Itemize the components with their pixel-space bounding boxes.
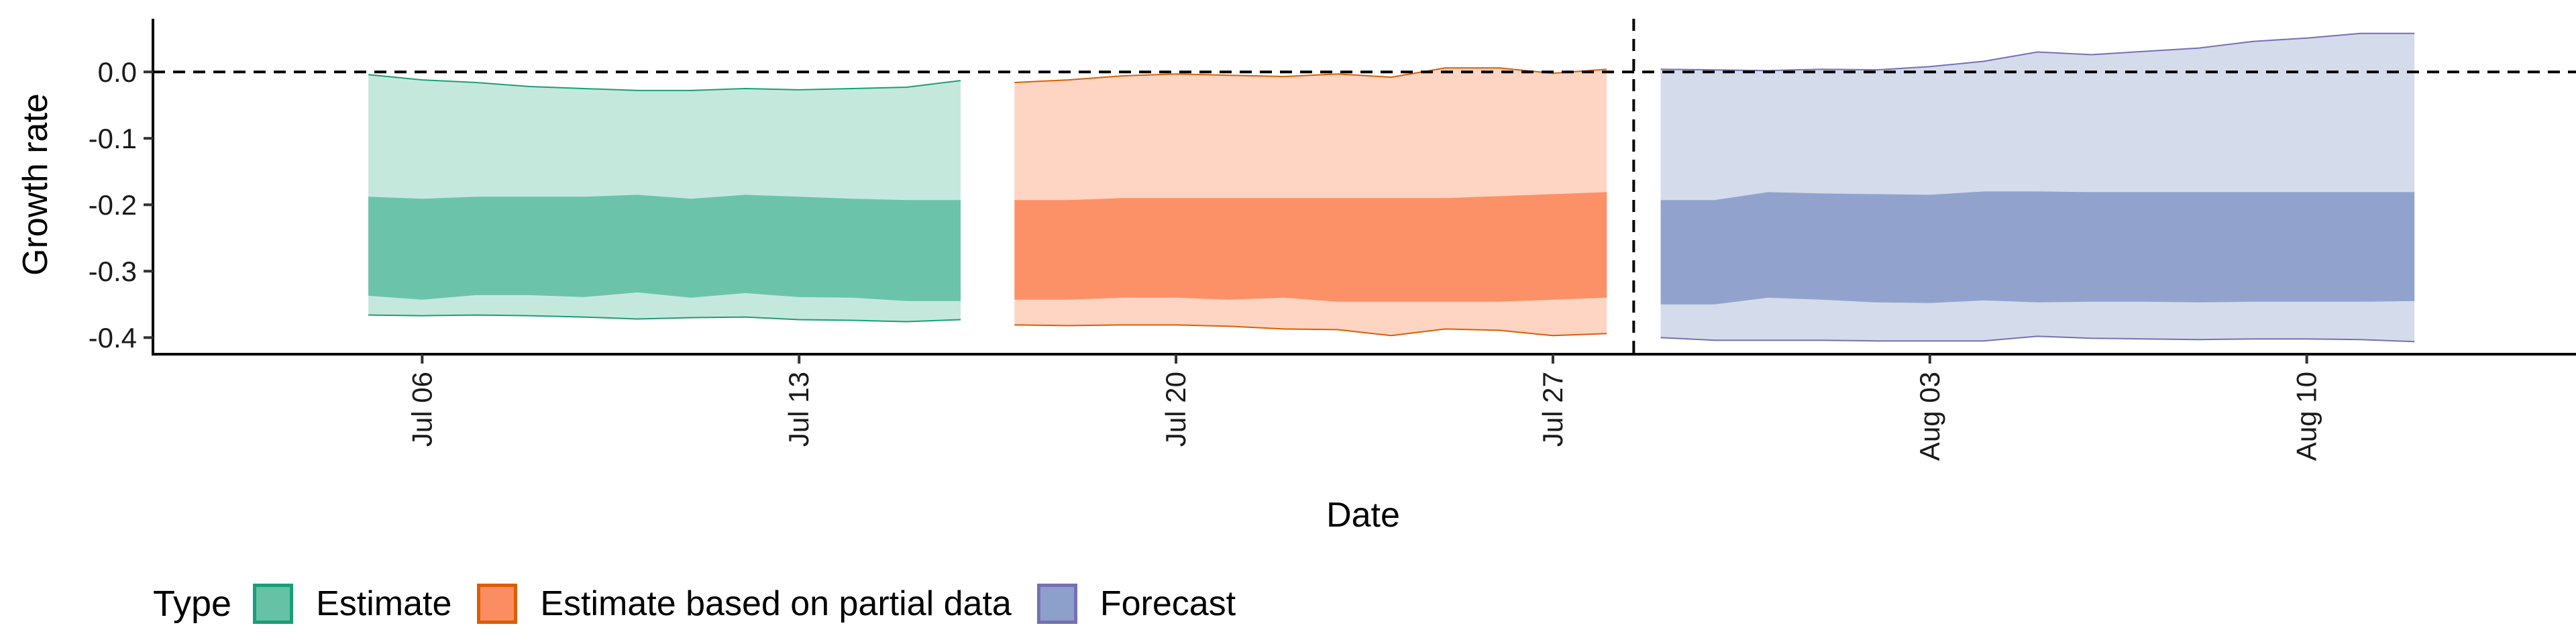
x-tick-label-5: Aug 10	[2291, 372, 2322, 461]
legend-item-forecast: Forecast	[1036, 584, 1236, 624]
x-tick-label-2: Jul 20	[1160, 372, 1191, 447]
legend-label-forecast: Forecast	[1099, 584, 1236, 623]
legend-label-estimate: Estimate	[316, 584, 452, 623]
y-axis-title: Growth rate	[16, 93, 55, 276]
x-tick-label-0: Jul 06	[406, 372, 437, 447]
x-tick-label-3: Jul 27	[1537, 372, 1568, 447]
x-tick-label-4: Aug 03	[1914, 372, 1945, 461]
y-tick-label-3: -0.3	[89, 256, 137, 287]
series-0-upper-edge	[368, 74, 961, 91]
series-2-lower-edge	[1660, 335, 2415, 343]
y-tick-label-2: -0.2	[89, 189, 137, 221]
series-1-lower-edge	[1014, 324, 1607, 337]
legend-item-estimate: Estimate	[253, 584, 451, 624]
axes: 0.0 -0.1 -0.2 -0.3 -0.4 Jul 06 Jul 13 Jul 20 Jul…	[89, 19, 2576, 461]
series-1-inner-band	[1014, 192, 1607, 302]
growth-rate-chart: 0.0 -0.1 -0.2 -0.3 -0.4 Jul 06 Jul 13 Jul 20 Jul…	[16, 19, 2576, 535]
series-0-inner-band	[368, 195, 961, 301]
x-axis-title: Date	[1326, 496, 1400, 535]
y-tick-label-4: -0.4	[89, 322, 137, 354]
legend-item-partial: Estimate based on partial data	[477, 584, 1012, 624]
legend-label-partial: Estimate based on partial data	[540, 584, 1012, 623]
legend: Type Estimate Estimate based on partial …	[153, 578, 1261, 629]
series-0-lower-edge	[368, 314, 961, 323]
legend-key-forecast	[1036, 584, 1077, 624]
y-tick-label-0: 0.0	[98, 56, 137, 88]
reference-lines	[153, 19, 2576, 354]
legend-key-partial	[477, 584, 518, 624]
x-tick-label-1: Jul 13	[783, 372, 814, 447]
legend-title: Type	[153, 584, 232, 624]
series-2-upper-edge	[1660, 32, 2415, 72]
series-2-inner-band	[1660, 191, 2415, 305]
series-1-upper-edge	[1014, 67, 1607, 83]
y-tick-label-1: -0.1	[89, 123, 137, 154]
legend-key-estimate	[253, 584, 294, 624]
ribbon-layer	[368, 32, 2415, 343]
